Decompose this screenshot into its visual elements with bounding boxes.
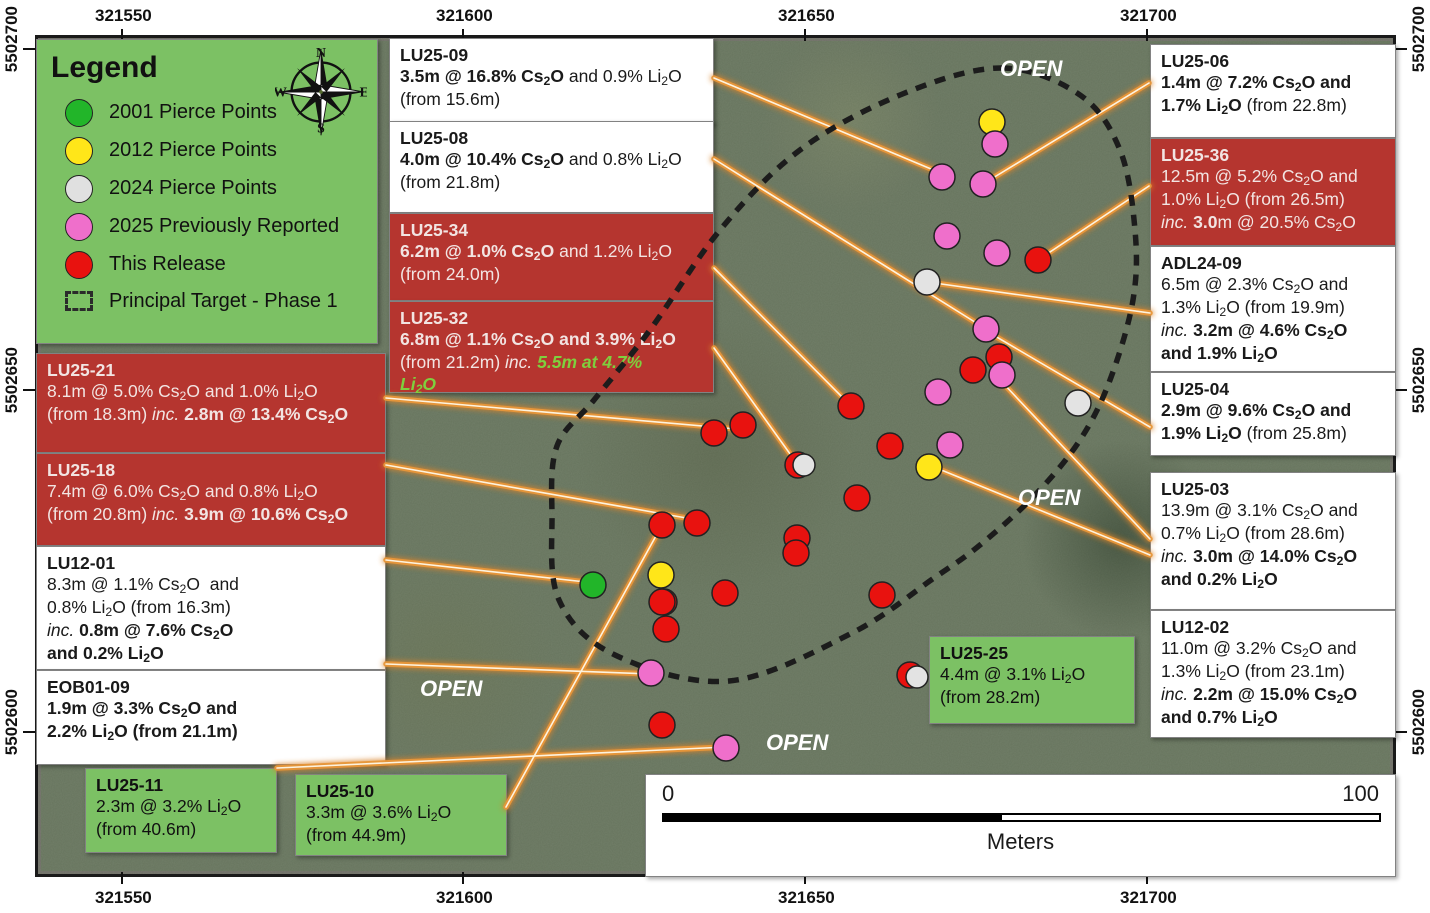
svg-text:N: N xyxy=(316,46,326,60)
svg-text:S: S xyxy=(317,120,325,135)
svg-text:E: E xyxy=(360,85,367,100)
svg-text:W: W xyxy=(275,85,287,100)
